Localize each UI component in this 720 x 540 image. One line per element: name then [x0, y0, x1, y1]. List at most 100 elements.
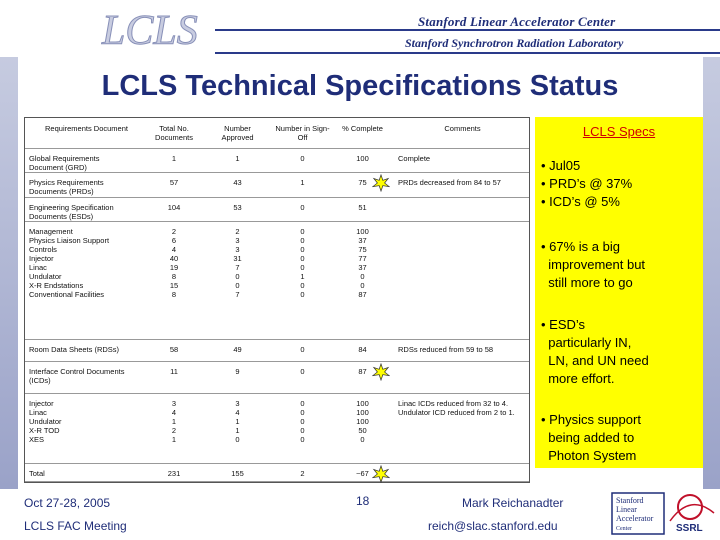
table-cell-line: 11 [170, 367, 178, 376]
table-cell-line: 31 [233, 254, 242, 263]
table-cell-line: 3 [235, 245, 240, 254]
table-cell-line: Complete [398, 154, 431, 163]
table-cell-line: 0 [300, 227, 305, 236]
table-cell-line: Documents (ESDs) [29, 212, 94, 221]
specs-bullet-line: particularly IN, [541, 335, 632, 350]
table-cell-line: 100 [356, 399, 369, 408]
table-cell-line: 50 [358, 426, 367, 435]
table-cell-line: 87 [358, 290, 367, 299]
right-decor-stripe [703, 57, 720, 489]
table-row: Global Requirements Document (GRD) 1 1 0 100 C… [25, 149, 529, 173]
table-cell-line: 75 [358, 245, 367, 254]
table-cell-line: 100 [356, 408, 369, 417]
table-cell-total: 2 6 4 40 19 8 15 8 [150, 227, 198, 299]
table-cell-line: 0 [300, 254, 305, 263]
table-cell-line: 100 [356, 417, 369, 426]
specs-bullet-line: more effort. [541, 371, 615, 386]
table-cell-total: 1 [150, 154, 198, 163]
table-cell-line: 0 [360, 272, 365, 281]
table-cell-line: 0 [300, 290, 305, 299]
table-cell-line: 8 [171, 272, 177, 281]
footer-meeting: LCLS FAC Meeting [24, 519, 127, 533]
table-cell-line: 4 [171, 245, 177, 254]
table-cell-line: 1 [300, 178, 305, 187]
requirements-table: Requirements Document Total No. Documents… [24, 117, 530, 483]
table-cell-pct: 75 [335, 178, 390, 187]
table-cell-approved: 49 [210, 345, 265, 354]
table-cell-line: 6 [171, 236, 177, 245]
table-cell-line: Injector [29, 399, 54, 408]
table-cell-line: Controls [29, 245, 57, 254]
table-cell-line: 15 [169, 281, 179, 290]
table-cell-line: 0 [300, 435, 305, 444]
table-cell-line: 3 [235, 399, 240, 408]
table-cell-line: 1 [235, 417, 240, 426]
table-cell-line: X-R Endstations [29, 281, 84, 290]
page-number: 18 [356, 494, 370, 508]
table-cell-line: 100 [356, 227, 369, 236]
header-rule-bottom [215, 52, 720, 54]
table-cell-line: 7 [235, 263, 240, 272]
table-row: Injector Linac Undulator X-R TOD XES 3 4 1 2 1 3 4 1… [25, 394, 529, 464]
table-cell-line: 0 [235, 281, 240, 290]
left-decor-stripe [0, 57, 18, 489]
table-cell-line: 7 [235, 290, 240, 299]
table-cell-line: 57 [169, 178, 179, 187]
table-cell-line: 0 [235, 272, 240, 281]
table-cell-comment: Linac ICDs reduced from 32 to 4. Undulato… [398, 399, 528, 417]
specs-bullet-line: • 67% is a big [541, 239, 620, 254]
table-cell-pct: 100 100 100 50 0 [335, 399, 390, 444]
table-cell-pct: 100 37 75 77 37 0 0 87 [335, 227, 390, 299]
specs-box-title: LCLS Specs [582, 124, 656, 139]
table-cell-signoff: 0 [275, 203, 330, 212]
table-cell-line: 4 [235, 408, 240, 417]
table-cell-line: Linac ICDs reduced from 32 to 4. [398, 399, 509, 408]
table-cell-line: 0 [300, 345, 305, 354]
table-cell-line: 0 [300, 367, 305, 376]
table-cell-line: 4 [171, 408, 177, 417]
table-cell-line: Global Requirements [29, 154, 100, 163]
table-cell-line: 1 [171, 154, 177, 163]
table-header-cell: Number in Sign-Off [275, 124, 330, 142]
table-cell-doc: Management Physics Liaison Support Control… [29, 227, 144, 299]
table-cell-comment: RDSs reduced from 59 to 58 [398, 345, 528, 354]
table-cell-line: 0 [300, 236, 305, 245]
specs-bullet-line: • Jul05 [541, 158, 581, 173]
specs-bullets-2: • 67% is a big improvement but still mor… [541, 238, 645, 292]
table-cell-line: 0 [360, 435, 365, 444]
table-cell-line: 2 [171, 227, 177, 236]
specs-bullet-line: • ICD’s @ 5% [541, 194, 620, 209]
table-cell-line: Conventional Facilities [29, 290, 105, 299]
burst-star-icon [372, 465, 390, 483]
specs-bullets-3: • ESD’s particularly IN, LN, and UN need… [541, 316, 649, 388]
table-cell-line: Undulator [29, 272, 62, 281]
table-cell-total: 57 [150, 178, 198, 187]
table-cell-doc: Interface Control Documents (ICDs) [29, 367, 144, 385]
table-cell-comment: PRDs decreased from 84 to 57 [398, 178, 528, 187]
table-cell-line: 0 [235, 435, 240, 444]
table-cell-line: 43 [233, 178, 242, 187]
table-cell-line: 231 [167, 469, 181, 478]
table-cell-line: 53 [233, 203, 242, 212]
table-cell-pct: 87 [335, 367, 390, 376]
table-header-cell: Total No. Documents [155, 124, 193, 142]
table-cell-line: 58 [169, 345, 179, 354]
specs-bullet-line: being added to [541, 430, 635, 445]
table-cell-approved: 9 [210, 367, 265, 376]
table-cell-comment: Complete [398, 154, 528, 163]
table-cell-line: Document (GRD) [29, 163, 87, 172]
table-cell-doc: Physics Requirements Documents (PRDs) [29, 178, 144, 196]
table-cell-line: 0 [360, 281, 365, 290]
table-cell-line: Room Data Sheets (RDSs) [29, 345, 120, 354]
table-cell-pct: 51 [335, 203, 390, 212]
table-cell-line: 51 [358, 203, 367, 212]
table-cell-line: XES [29, 435, 45, 444]
specs-bullet-line: • PRD’s @ 37% [541, 176, 633, 191]
table-cell-line: 37 [358, 263, 367, 272]
table-header-row: Requirements Document Total No. Documents… [25, 118, 529, 149]
table-cell-line: 0 [300, 399, 305, 408]
table-cell-line: 84 [358, 345, 367, 354]
